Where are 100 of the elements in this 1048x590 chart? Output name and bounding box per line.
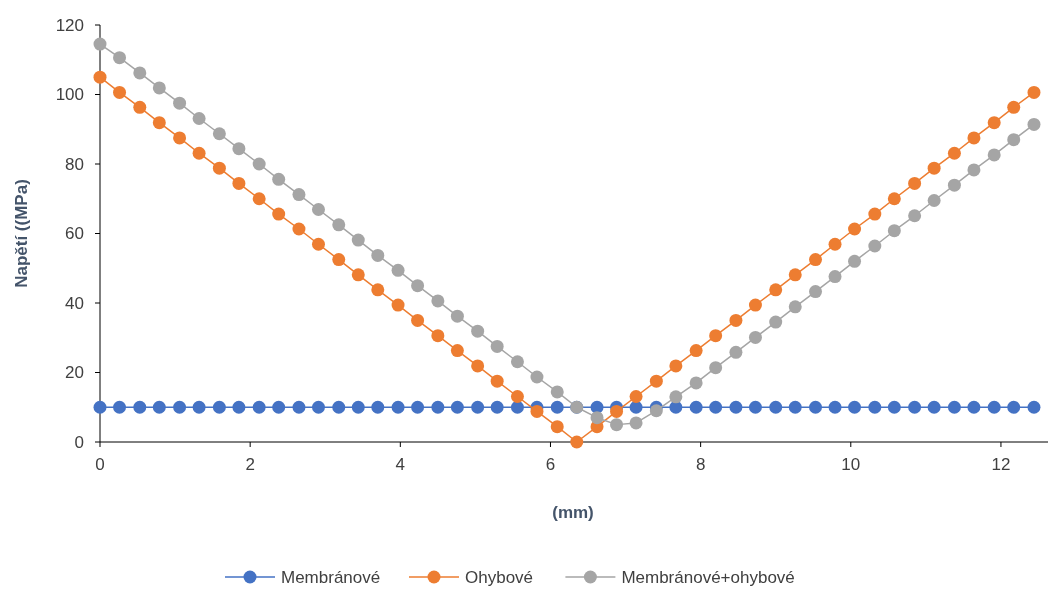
- point: [788, 400, 802, 414]
- point: [887, 400, 901, 414]
- point: [530, 370, 544, 384]
- point: [292, 188, 306, 202]
- point: [391, 263, 405, 277]
- point: [689, 400, 703, 414]
- point: [371, 400, 385, 414]
- point: [192, 111, 206, 125]
- point: [490, 374, 504, 388]
- point: [947, 178, 961, 192]
- point: [729, 313, 743, 327]
- point: [471, 324, 485, 338]
- point: [311, 400, 325, 414]
- point: [1027, 117, 1041, 131]
- point: [391, 298, 405, 312]
- point: [848, 222, 862, 236]
- point: [391, 400, 405, 414]
- point: [788, 300, 802, 314]
- y-tick-label: 40: [65, 293, 84, 313]
- x-tick-label: 4: [395, 455, 406, 474]
- point: [887, 224, 901, 238]
- point: [689, 376, 703, 390]
- point: [868, 239, 882, 253]
- point: [351, 233, 365, 247]
- point: [133, 100, 147, 114]
- point: [1007, 133, 1021, 147]
- point: [927, 161, 941, 175]
- point: [908, 176, 922, 190]
- point: [113, 51, 127, 65]
- x-tick-label: 12: [991, 455, 1011, 474]
- point: [351, 268, 365, 282]
- point: [93, 37, 107, 51]
- point: [828, 237, 842, 251]
- point: [431, 294, 445, 308]
- point: [809, 253, 823, 267]
- y-axis-title: Napětí ((MPa): [12, 179, 31, 288]
- point: [629, 389, 643, 403]
- point: [689, 344, 703, 358]
- point: [828, 270, 842, 284]
- point: [332, 400, 346, 414]
- point: [987, 148, 1001, 162]
- point: [311, 237, 325, 251]
- point: [788, 268, 802, 282]
- point: [113, 400, 127, 414]
- y-tick-label: 120: [55, 15, 84, 35]
- point: [748, 298, 762, 312]
- point: [252, 192, 266, 206]
- point: [550, 420, 564, 434]
- point: [152, 116, 166, 130]
- point: [848, 254, 862, 268]
- point: [133, 66, 147, 80]
- point: [848, 400, 862, 414]
- point: [173, 400, 187, 414]
- point: [450, 344, 464, 358]
- point: [232, 400, 246, 414]
- point: [450, 400, 464, 414]
- point: [152, 81, 166, 95]
- point: [173, 131, 187, 145]
- point: [868, 207, 882, 221]
- point: [411, 400, 425, 414]
- point: [967, 400, 981, 414]
- point: [232, 142, 246, 156]
- point: [212, 400, 226, 414]
- point: [769, 315, 783, 329]
- point: [550, 400, 564, 414]
- point: [649, 404, 663, 418]
- point: [212, 161, 226, 175]
- point: [212, 127, 226, 141]
- point: [232, 176, 246, 190]
- point: [947, 400, 961, 414]
- point: [292, 400, 306, 414]
- point: [113, 85, 127, 99]
- point: [292, 222, 306, 236]
- point: [173, 96, 187, 110]
- point: [351, 400, 365, 414]
- x-tick-label: 6: [545, 455, 556, 474]
- point: [709, 361, 723, 375]
- point: [192, 400, 206, 414]
- point: [550, 385, 564, 399]
- legend-label: Membránové: [281, 567, 381, 587]
- point: [490, 400, 504, 414]
- point: [669, 390, 683, 404]
- point: [490, 339, 504, 353]
- point: [570, 435, 584, 449]
- point: [471, 359, 485, 373]
- point: [133, 400, 147, 414]
- x-axis-title: (mm): [552, 503, 594, 522]
- point: [748, 400, 762, 414]
- point: [809, 285, 823, 299]
- point: [729, 400, 743, 414]
- point: [272, 207, 286, 221]
- point: [908, 209, 922, 223]
- point: [450, 309, 464, 323]
- point: [192, 146, 206, 160]
- point: [411, 279, 425, 293]
- point: [272, 400, 286, 414]
- point: [649, 374, 663, 388]
- legend-label: Ohybové: [465, 567, 534, 587]
- x-tick-label: 10: [841, 455, 861, 474]
- point: [610, 404, 624, 418]
